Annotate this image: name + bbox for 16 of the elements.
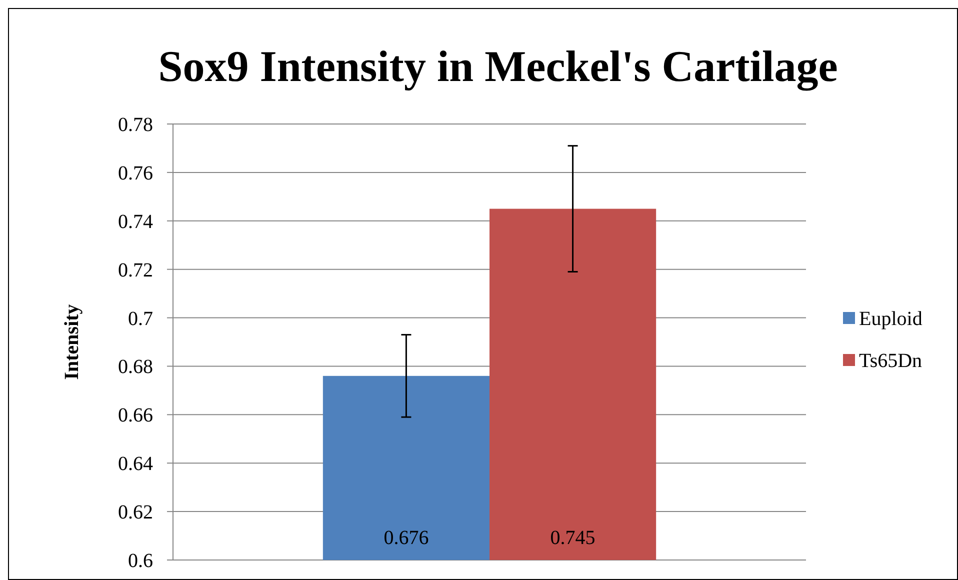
y-tick-label: 0.64 (118, 453, 153, 476)
y-tick-label: 0.62 (118, 502, 153, 524)
y-axis-title: Intensity (61, 304, 83, 380)
legend-label: Euploid (859, 308, 922, 330)
data-label: 0.676 (384, 527, 429, 549)
y-tick-label: 0.78 (118, 114, 153, 136)
data-label: 0.745 (550, 527, 596, 549)
y-tick-label: 0.7 (128, 308, 153, 330)
y-tick-label: 0.72 (118, 259, 153, 282)
y-tick-label: 0.6 (128, 550, 153, 572)
y-tick-label: 0.74 (118, 210, 153, 233)
y-tick-label: 0.76 (118, 162, 153, 184)
legend-label: Ts65Dn (859, 350, 922, 372)
y-tick-label: 0.66 (118, 404, 153, 427)
chart-title: Sox9 Intensity in Meckel's Cartilage (158, 42, 838, 91)
y-tick-label: 0.68 (118, 356, 153, 378)
